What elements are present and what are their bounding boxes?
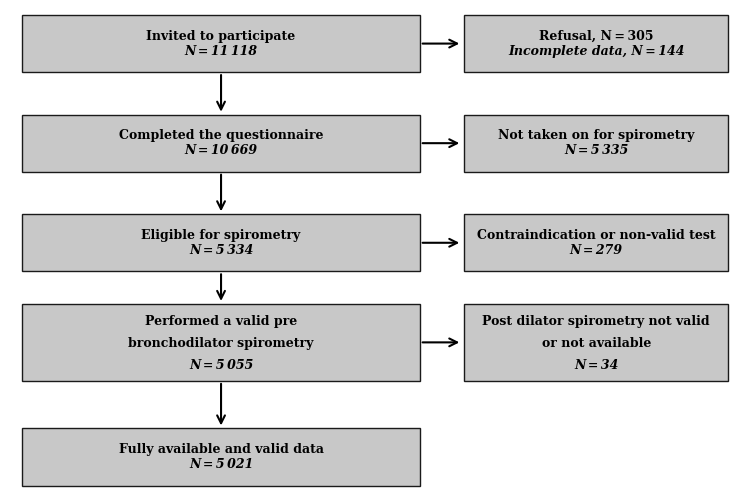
Text: N = 10 669: N = 10 669 xyxy=(184,144,258,157)
Text: N = 11 118: N = 11 118 xyxy=(184,44,258,58)
Text: or not available: or not available xyxy=(542,337,651,350)
Text: N = 5 335: N = 5 335 xyxy=(564,144,629,157)
Text: N = 5 021: N = 5 021 xyxy=(189,458,253,471)
Text: Refusal, N = 305: Refusal, N = 305 xyxy=(539,29,654,43)
Text: Completed the questionnaire: Completed the questionnaire xyxy=(119,129,323,142)
Text: Eligible for spirometry: Eligible for spirometry xyxy=(141,229,301,242)
Text: Post dilator spirometry not valid: Post dilator spirometry not valid xyxy=(482,315,710,328)
Text: N = 5 055: N = 5 055 xyxy=(189,359,253,372)
FancyBboxPatch shape xyxy=(22,428,420,486)
FancyBboxPatch shape xyxy=(22,214,420,271)
Text: Not taken on for spirometry: Not taken on for spirometry xyxy=(498,129,695,142)
Text: N = 279: N = 279 xyxy=(570,244,623,257)
FancyBboxPatch shape xyxy=(22,115,420,172)
FancyBboxPatch shape xyxy=(464,15,728,72)
FancyBboxPatch shape xyxy=(22,15,420,72)
FancyBboxPatch shape xyxy=(464,214,728,271)
Text: Performed a valid pre: Performed a valid pre xyxy=(145,315,297,328)
Text: bronchodilator spirometry: bronchodilator spirometry xyxy=(129,337,314,350)
Text: N = 34: N = 34 xyxy=(574,359,618,372)
Text: Invited to participate: Invited to participate xyxy=(146,29,296,43)
Text: Contraindication or non-valid test: Contraindication or non-valid test xyxy=(477,229,716,242)
FancyBboxPatch shape xyxy=(464,115,728,172)
FancyBboxPatch shape xyxy=(22,304,420,381)
FancyBboxPatch shape xyxy=(464,304,728,381)
Text: Fully available and valid data: Fully available and valid data xyxy=(119,443,323,456)
Text: N = 5 334: N = 5 334 xyxy=(189,244,253,257)
Text: Incomplete data, N = 144: Incomplete data, N = 144 xyxy=(508,44,684,58)
